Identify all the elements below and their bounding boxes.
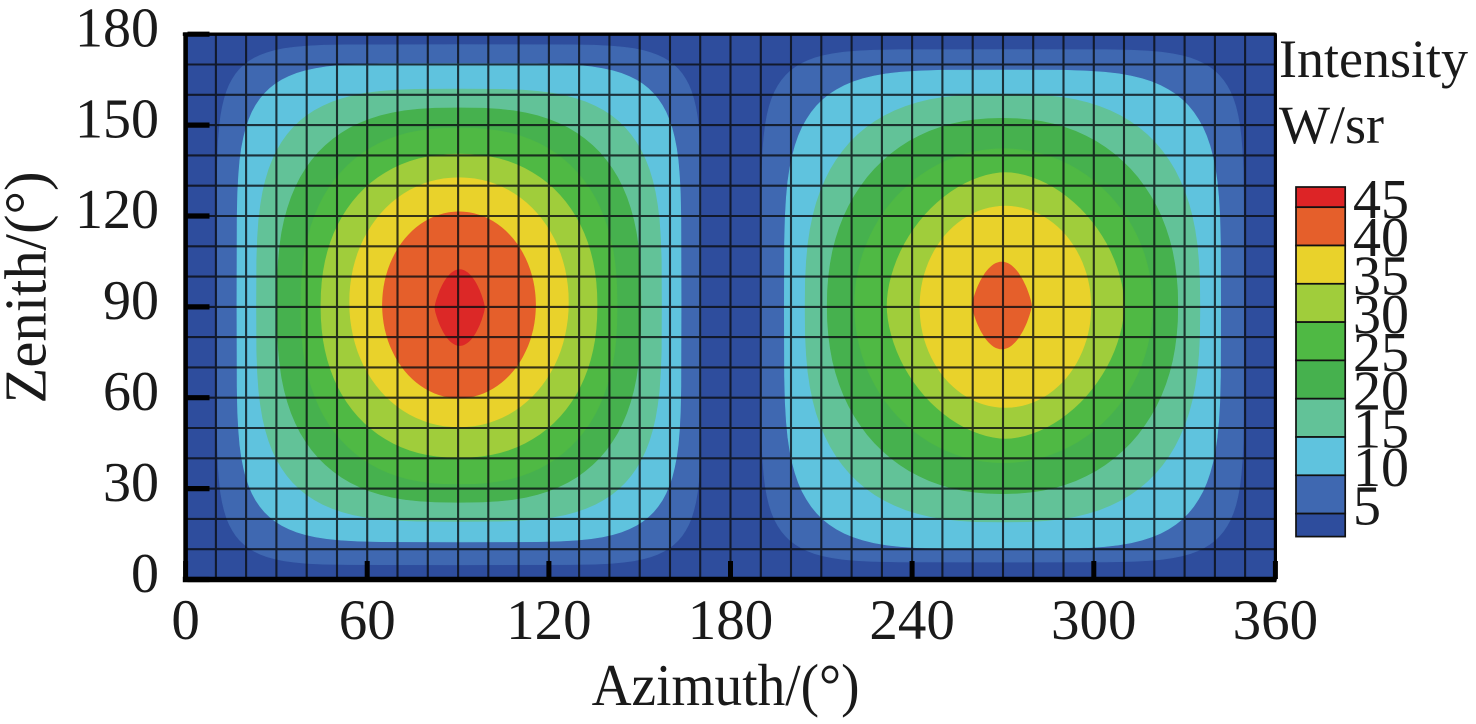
- svg-text:25: 25: [1353, 322, 1409, 384]
- svg-text:20: 20: [1353, 360, 1409, 422]
- svg-text:35: 35: [1353, 246, 1409, 308]
- svg-text:180: 180: [688, 589, 774, 652]
- svg-text:90: 90: [103, 270, 159, 332]
- svg-text:60: 60: [339, 589, 396, 652]
- svg-text:120: 120: [506, 589, 592, 652]
- svg-text:60: 60: [103, 361, 159, 423]
- svg-text:45: 45: [1353, 169, 1409, 231]
- svg-text:0: 0: [171, 589, 200, 652]
- svg-text:240: 240: [869, 589, 955, 652]
- svg-text:0: 0: [131, 543, 159, 605]
- svg-text:10: 10: [1353, 437, 1409, 499]
- svg-text:Intensity: Intensity: [1279, 29, 1468, 89]
- svg-text:120: 120: [75, 179, 159, 241]
- svg-text:Zenith/(°): Zenith/(°): [0, 172, 59, 404]
- svg-text:40: 40: [1353, 207, 1409, 269]
- svg-text:360: 360: [1233, 589, 1319, 652]
- svg-text:5: 5: [1353, 475, 1381, 537]
- svg-text:W/sr: W/sr: [1279, 95, 1384, 155]
- svg-text:30: 30: [103, 452, 159, 514]
- svg-text:150: 150: [75, 88, 159, 150]
- svg-text:30: 30: [1353, 284, 1409, 346]
- svg-text:180: 180: [75, 0, 159, 60]
- svg-text:300: 300: [1051, 589, 1137, 652]
- svg-text:15: 15: [1353, 399, 1409, 461]
- svg-text:Azimuth/(°): Azimuth/(°): [592, 652, 860, 718]
